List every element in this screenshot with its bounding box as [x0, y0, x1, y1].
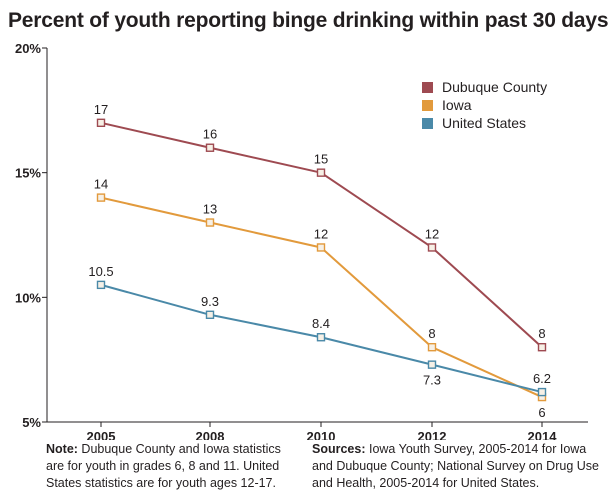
- legend-swatch: [422, 118, 433, 129]
- data-point: [427, 243, 437, 252]
- data-label: 16: [203, 127, 217, 142]
- x-tick-label: 2012: [418, 429, 447, 440]
- x-tick-label: 2005: [87, 429, 116, 440]
- data-label: 10.5: [88, 264, 113, 279]
- y-tick-label: 15%: [15, 166, 41, 181]
- chart-title: Percent of youth reporting binge drinkin…: [8, 9, 609, 32]
- x-tick-label: 2014: [528, 429, 558, 440]
- data-label: 17: [94, 102, 108, 117]
- y-tick-label: 10%: [15, 290, 41, 305]
- note: Note: Dubuque County and Iowa statistics…: [46, 441, 296, 492]
- data-point: [96, 193, 106, 202]
- legend: Dubuque County Iowa United States: [422, 79, 547, 131]
- sources-text: Iowa Youth Survey, 2005-2014 for Iowa an…: [312, 442, 599, 490]
- data-label: 13: [203, 202, 217, 217]
- line-chart: 5% 10% 15% 20% 2005 2008 2010 2012 2014 17 16 15 12…: [15, 41, 588, 440]
- data-label: 12: [314, 226, 328, 241]
- data-label: 8: [538, 326, 545, 341]
- data-point: [316, 333, 326, 342]
- data-point: [537, 343, 547, 352]
- sources-label: Sources:: [312, 442, 366, 456]
- sources: Sources: Iowa Youth Survey, 2005-2014 fo…: [312, 441, 604, 492]
- data-point: [316, 243, 326, 252]
- data-label: 6: [538, 405, 545, 420]
- data-label: 8: [428, 326, 435, 341]
- data-point: [537, 387, 547, 397]
- data-point: [205, 218, 215, 227]
- data-point: [96, 118, 106, 128]
- y-tick-label: 5%: [22, 415, 41, 430]
- data-label: 7.3: [423, 373, 441, 388]
- x-tick-label: 2010: [307, 429, 336, 440]
- x-tick-label: 2008: [196, 429, 225, 440]
- data-label: 9.3: [201, 294, 219, 309]
- axes: 5% 10% 15% 20% 2005 2008 2010 2012 2014: [15, 41, 588, 440]
- legend-label: Dubuque County: [442, 79, 547, 95]
- data-label: 12: [425, 226, 439, 241]
- note-text: Dubuque County and Iowa statistics are f…: [46, 442, 281, 490]
- data-point: [316, 168, 326, 177]
- data-label: 14: [94, 177, 108, 192]
- legend-label: Iowa: [442, 97, 472, 113]
- data-point: [427, 360, 437, 369]
- y-tick-label: 20%: [15, 41, 41, 56]
- data-labels: 17 16 15 12 8 14 13 12 8 6 10.5 9.3 8.4 7.3 6.2: [88, 102, 551, 420]
- data-label: 6.2: [533, 371, 551, 386]
- data-label: 15: [314, 152, 328, 167]
- note-label: Note:: [46, 442, 78, 456]
- legend-swatch: [422, 82, 433, 93]
- legend-label: United States: [442, 115, 526, 131]
- data-label: 8.4: [312, 316, 330, 331]
- data-points: [96, 118, 547, 402]
- data-point: [205, 310, 215, 319]
- legend-swatch: [422, 100, 433, 111]
- data-point: [96, 280, 106, 290]
- data-point: [205, 143, 215, 152]
- data-point: [427, 343, 437, 352]
